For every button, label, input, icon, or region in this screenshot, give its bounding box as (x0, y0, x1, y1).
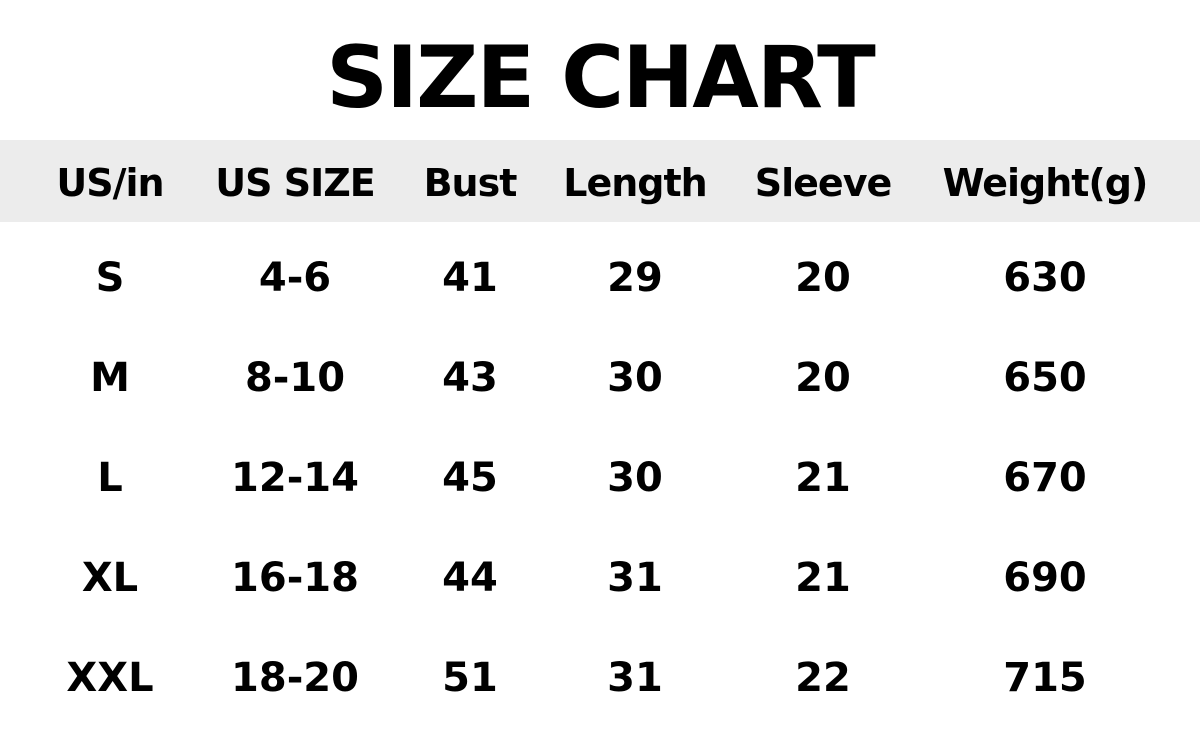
table-cell: S (95, 255, 125, 301)
table-cell: M (90, 355, 130, 401)
table-cell: 22 (795, 655, 851, 701)
table-cell: 45 (442, 455, 498, 501)
page-title: SIZE CHART (326, 28, 876, 128)
table-cell: XL (81, 555, 139, 601)
table-cell: 41 (442, 255, 498, 301)
table-cell: L (97, 455, 123, 501)
table-cell: 16-18 (231, 555, 359, 601)
table-cell: 670 (1003, 455, 1087, 501)
table-cell: 30 (607, 455, 663, 501)
table-cell: 44 (442, 555, 498, 601)
table-cell: 715 (1003, 655, 1087, 701)
table-cell: 30 (607, 355, 663, 401)
table-cell: 8-10 (244, 355, 346, 401)
column-header: Length (563, 161, 707, 205)
table-cell: 31 (607, 555, 663, 601)
column-header: Weight(g) (942, 161, 1149, 205)
table-cell: 43 (442, 355, 498, 401)
table-cell: 4-6 (258, 255, 332, 301)
table-cell: 12-14 (231, 455, 359, 501)
table-cell: 20 (795, 255, 851, 301)
column-header: US/in (56, 161, 164, 205)
table-cell: 630 (1003, 255, 1087, 301)
table-cell: 29 (607, 255, 663, 301)
table-cell: 690 (1003, 555, 1087, 601)
table-cell: 21 (795, 555, 851, 601)
table-header-row (0, 140, 1200, 222)
table-cell: 21 (795, 455, 851, 501)
column-header: US SIZE (215, 161, 375, 205)
table-cell: XXL (66, 655, 154, 701)
table-cell: 18-20 (231, 655, 359, 701)
column-header: Sleeve (754, 161, 892, 205)
table-cell: 31 (607, 655, 663, 701)
table-cell: 51 (442, 655, 498, 701)
table-cell: 20 (795, 355, 851, 401)
table-cell: 650 (1003, 355, 1087, 401)
column-header: Bust (423, 161, 518, 205)
